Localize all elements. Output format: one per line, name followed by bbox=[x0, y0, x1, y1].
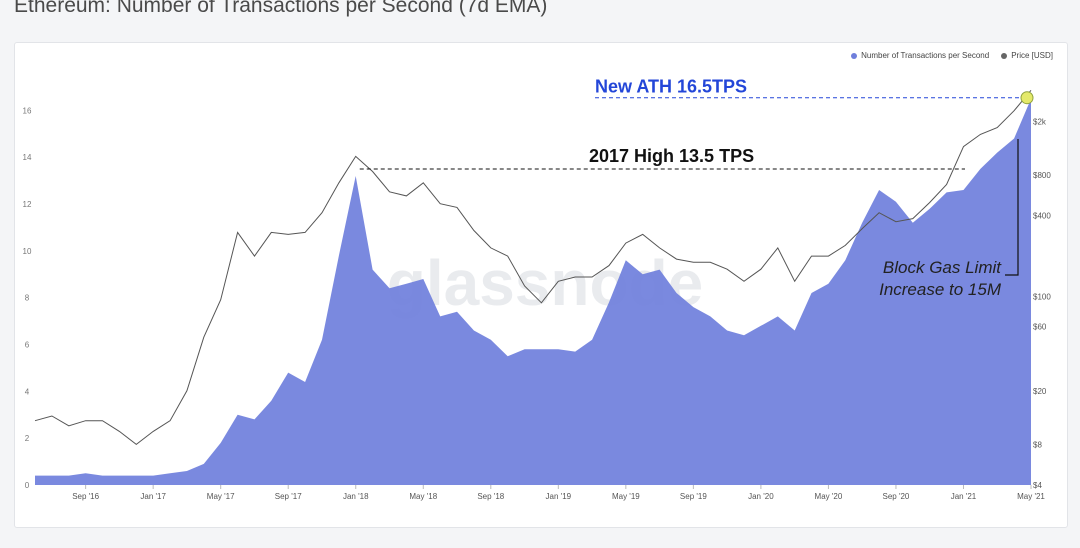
footer-strip bbox=[0, 534, 1080, 548]
y-left-tick-label: 14 bbox=[23, 153, 32, 162]
y-left-tick-label: 8 bbox=[25, 294, 30, 303]
y-left-tick-label: 6 bbox=[25, 341, 30, 350]
legend-label-price: Price [USD] bbox=[1011, 51, 1053, 60]
y-left-tick-label: 4 bbox=[25, 387, 30, 396]
gas-limit-annotation-line1: Block Gas Limit bbox=[883, 258, 1002, 277]
x-tick-label: Jan '18 bbox=[343, 492, 369, 501]
y-left-tick-label: 2 bbox=[25, 434, 30, 443]
y-left-tick-label: 10 bbox=[23, 247, 32, 256]
chart-legend[interactable]: Number of Transactions per Second Price … bbox=[851, 51, 1053, 60]
page-title: Ethereum: Number of Transactions per Sec… bbox=[14, 0, 548, 17]
legend-dot-price-icon bbox=[1001, 52, 1008, 59]
y-left-tick-label: 0 bbox=[25, 481, 30, 490]
y-right-tick-label: $400 bbox=[1033, 212, 1051, 221]
legend-label-tps: Number of Transactions per Second bbox=[861, 51, 990, 60]
legend-dot-tps-icon bbox=[851, 52, 858, 59]
y-right-tick-label: $4 bbox=[1033, 481, 1042, 490]
y-right-tick-label: $100 bbox=[1033, 293, 1051, 302]
gas-limit-bracket bbox=[1005, 139, 1019, 276]
tps-area bbox=[35, 98, 1031, 485]
legend-item-price[interactable]: Price [USD] bbox=[1001, 51, 1053, 60]
chart-card: glassnode 0 2 4 6 8 10 12 14 16 $4 $8 $20 $60 $100 $400… bbox=[14, 42, 1068, 528]
y-right-tick-label: $20 bbox=[1033, 387, 1047, 396]
x-tick-label: Sep '17 bbox=[275, 492, 302, 501]
ath-annotation: New ATH 16.5TPS bbox=[595, 77, 747, 97]
x-tick-label: May '21 bbox=[1017, 492, 1045, 501]
high2017-annotation: 2017 High 13.5 TPS bbox=[589, 146, 754, 166]
x-tick-label: May '20 bbox=[815, 492, 843, 501]
x-tick-label: May '19 bbox=[612, 492, 640, 501]
legend-item-tps[interactable]: Number of Transactions per Second bbox=[851, 51, 989, 60]
chart-svg: glassnode0246810121416$4$8$20$60$100$400… bbox=[23, 77, 1052, 501]
y-right-tick-label: $60 bbox=[1033, 323, 1047, 332]
gas-limit-annotation-line2: Increase to 15M bbox=[879, 280, 1002, 299]
x-tick-label: Sep '20 bbox=[883, 492, 910, 501]
ath-marker bbox=[1020, 91, 1034, 105]
x-tick-label: Sep '16 bbox=[72, 492, 99, 501]
x-tick-label: May '17 bbox=[207, 492, 235, 501]
y-right-tick-label: $800 bbox=[1033, 171, 1051, 180]
price-line bbox=[34, 89, 1032, 446]
x-tick-label: May '18 bbox=[409, 492, 437, 501]
y-right-tick-label: $2k bbox=[1033, 117, 1047, 126]
x-tick-label: Jan '21 bbox=[951, 492, 977, 501]
x-tick-label: Jan '19 bbox=[546, 492, 572, 501]
y-left-tick-label: 12 bbox=[23, 200, 32, 209]
price-points bbox=[34, 90, 1032, 445]
y-right-tick-label: $8 bbox=[1033, 440, 1042, 449]
x-tick-label: Jan '20 bbox=[748, 492, 774, 501]
x-tick-label: Sep '18 bbox=[477, 492, 504, 501]
y-left-tick-label: 16 bbox=[23, 106, 32, 115]
x-tick-label: Jan '17 bbox=[140, 492, 166, 501]
x-tick-label: Sep '19 bbox=[680, 492, 707, 501]
